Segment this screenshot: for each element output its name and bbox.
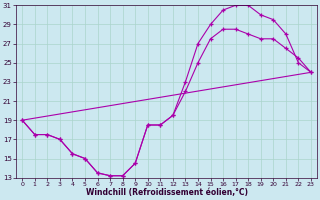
X-axis label: Windchill (Refroidissement éolien,°C): Windchill (Refroidissement éolien,°C) xyxy=(85,188,248,197)
